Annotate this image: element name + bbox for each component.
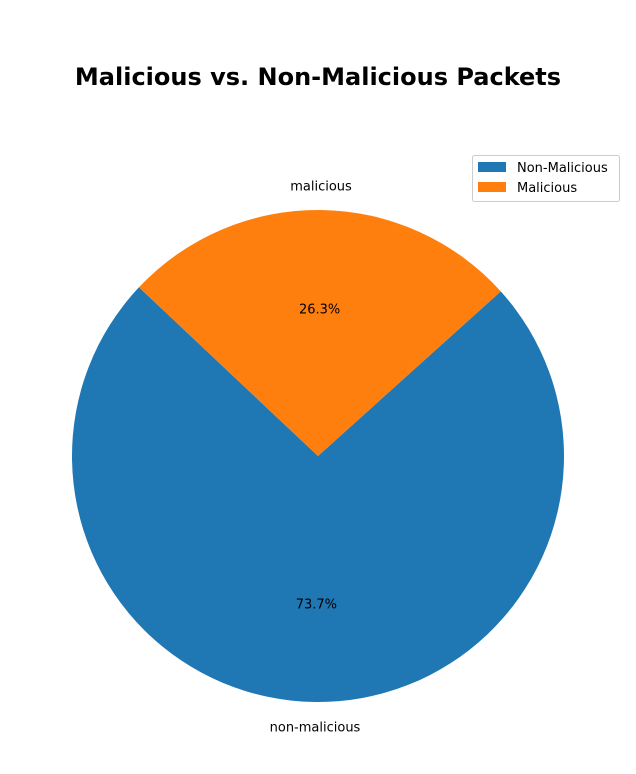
legend: Non-Malicious Malicious [472, 155, 620, 202]
slice-label-non-malicious: non-malicious [270, 721, 361, 736]
legend-label-0: Non-Malicious [517, 161, 608, 176]
percent-label-malicious: 26.3% [299, 302, 340, 317]
legend-frame [472, 155, 620, 202]
pie-slices [72, 210, 564, 703]
legend-label-1: Malicious [517, 181, 577, 196]
chart-title: Malicious vs. Non-Malicious Packets [75, 63, 561, 91]
pie-labels: non-malicious 73.7% malicious 26.3% [270, 179, 361, 735]
legend-swatch-1 [478, 182, 506, 192]
legend-swatch-0 [478, 162, 506, 172]
slice-label-malicious: malicious [290, 179, 352, 194]
percent-label-non-malicious: 73.7% [296, 598, 337, 613]
pie-slice-non-malicious [72, 287, 564, 703]
pie-slice-malicious [138, 210, 501, 456]
